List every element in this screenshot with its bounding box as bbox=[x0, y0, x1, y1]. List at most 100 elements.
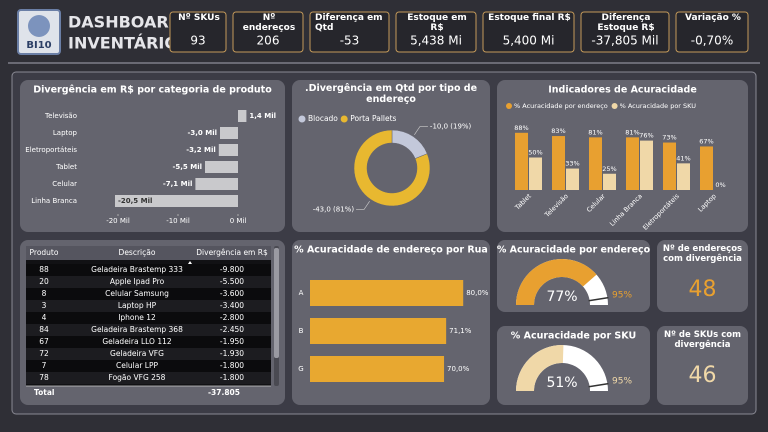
gauge-target-label: 95% bbox=[612, 377, 632, 387]
bar bbox=[626, 137, 639, 190]
value-label: -10,0 (19%) bbox=[430, 123, 472, 131]
card-value: 48 bbox=[689, 277, 717, 302]
table-row bbox=[26, 264, 271, 276]
legend-marker bbox=[506, 103, 512, 109]
value-label: -43,0 (81%) bbox=[313, 205, 355, 213]
kpi-label-box: Nº SKUs bbox=[178, 13, 220, 23]
kpi-value: 5,400 Mi bbox=[503, 34, 555, 48]
bar bbox=[640, 140, 653, 190]
legend-label: % Acuracidade por SKU bbox=[620, 102, 697, 110]
kpi-label-box: Diferença em Qtd bbox=[315, 13, 383, 33]
card-title-box: Nº de SKUs com divergência bbox=[664, 330, 741, 350]
value-label: 67% bbox=[699, 137, 713, 145]
table-cell: -3.400 bbox=[220, 301, 244, 310]
bar bbox=[205, 161, 238, 173]
table-cell: 3 bbox=[42, 301, 47, 310]
gauge-target-label: 95% bbox=[612, 291, 632, 301]
chart-title: Indicadores de Acuracidade bbox=[548, 85, 697, 96]
category-label: Eletroportáteis bbox=[25, 146, 77, 154]
legend-label: % Acuracidade por endereço bbox=[514, 102, 608, 110]
table-cell: Celular LPP bbox=[116, 361, 159, 370]
bar bbox=[195, 178, 238, 190]
value-label: -3,0 Mil bbox=[187, 129, 217, 137]
bar bbox=[218, 144, 238, 156]
separator bbox=[8, 62, 760, 64]
gauge-value bbox=[516, 259, 597, 305]
table-total-label: Total bbox=[34, 388, 55, 397]
legend-marker bbox=[340, 115, 348, 123]
value-label: 25% bbox=[602, 165, 616, 173]
category-label: Tablet bbox=[55, 163, 77, 171]
table-cell: Apple Ipad Pro bbox=[110, 277, 165, 286]
table-row bbox=[26, 312, 271, 324]
bar bbox=[238, 110, 247, 122]
table-cell: 78 bbox=[39, 373, 49, 382]
card-value: 46 bbox=[689, 363, 717, 388]
bar bbox=[663, 142, 676, 190]
panel bbox=[657, 240, 748, 312]
value-label: -3,2 Mil bbox=[186, 146, 216, 154]
dashboard-title: INVENTÁRIO bbox=[68, 34, 178, 53]
logo-text: BI10 bbox=[26, 40, 51, 51]
value-label: 33% bbox=[565, 160, 579, 168]
table-cell: -1.950 bbox=[220, 337, 244, 346]
table-cell: Geladeira Brastemp 368 bbox=[91, 325, 183, 334]
value-label: 80,0% bbox=[466, 289, 489, 297]
card-title: Nº de endereços com divergência bbox=[662, 244, 743, 264]
kpi-label-box: Variação % bbox=[685, 13, 741, 23]
value-label: 1,4 Mil bbox=[249, 112, 276, 120]
table-cell: 84 bbox=[39, 325, 49, 334]
category-label: Celular bbox=[52, 180, 77, 188]
table-cell: Iphone 12 bbox=[118, 313, 156, 322]
kpi-card bbox=[580, 11, 670, 53]
value-label: 81% bbox=[625, 128, 639, 136]
table-cell: 4 bbox=[42, 313, 47, 322]
category-label: A bbox=[299, 289, 304, 297]
table-cell: -2.800 bbox=[220, 313, 244, 322]
legend-marker bbox=[611, 103, 618, 109]
table-cell: Geladeira VFG bbox=[110, 349, 164, 358]
bar bbox=[310, 318, 447, 344]
chart-title: % Acuracidade de endereço por Rua bbox=[294, 245, 488, 256]
bar bbox=[603, 173, 616, 190]
table-cell: -1.800 bbox=[220, 373, 244, 382]
table-total-value: -37.805 bbox=[208, 388, 240, 397]
bar bbox=[529, 157, 542, 190]
table-row bbox=[26, 276, 271, 288]
kpi-label: Estoque em R$ bbox=[407, 13, 467, 33]
bar bbox=[310, 280, 464, 306]
legend-label: Blocado bbox=[308, 114, 338, 123]
bar bbox=[220, 127, 238, 139]
table-cell: 8 bbox=[42, 289, 47, 298]
panel bbox=[497, 80, 748, 232]
card-title-box: Nº de endereços com divergência bbox=[662, 244, 743, 264]
logo-globe bbox=[28, 15, 50, 37]
sort-arrow bbox=[188, 261, 192, 264]
legend-marker bbox=[298, 115, 306, 123]
value-label: 88% bbox=[514, 124, 528, 132]
bar bbox=[700, 146, 713, 190]
kpi-value: -0,70% bbox=[691, 34, 733, 48]
value-label: 76% bbox=[639, 132, 653, 140]
gauge-value-label: 77% bbox=[546, 289, 577, 305]
kpi-value: 93 bbox=[190, 34, 205, 48]
kpi-label: Variação % bbox=[685, 13, 741, 23]
bar bbox=[566, 168, 579, 190]
scrollbar-thumb bbox=[274, 248, 279, 358]
value-label: 83% bbox=[551, 127, 565, 135]
legend-label: Porta Pallets bbox=[350, 114, 396, 123]
bar bbox=[515, 132, 528, 190]
chart-title: % Acuracidade por SKU bbox=[511, 331, 636, 342]
value-label: -7,1 Mil bbox=[163, 180, 193, 188]
x-tick-label: 0 Mil bbox=[230, 217, 247, 225]
value-label: 70,0% bbox=[447, 365, 470, 373]
gauge-value bbox=[516, 345, 564, 391]
table-cell: -1.800 bbox=[220, 361, 244, 370]
kpi-label-box: Estoque em R$ bbox=[407, 13, 467, 33]
gauge-value-label: 51% bbox=[546, 375, 577, 391]
kpi-label: Nº endereços bbox=[242, 13, 296, 33]
table-row bbox=[26, 300, 271, 312]
table-cell: 67 bbox=[39, 337, 49, 346]
category-label: B bbox=[299, 327, 304, 335]
kpi-card bbox=[169, 11, 227, 53]
